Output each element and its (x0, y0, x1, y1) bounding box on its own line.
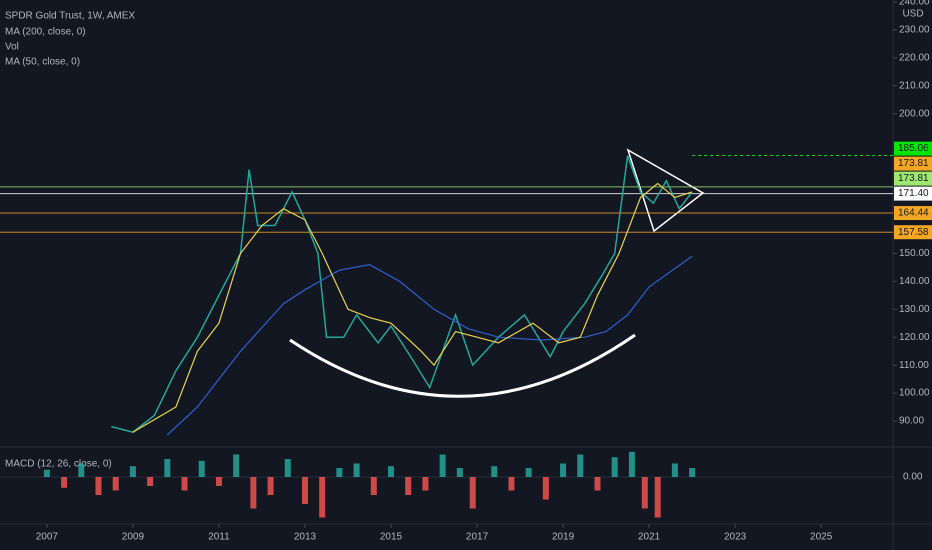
macd-bar (61, 477, 68, 488)
macd-bar (284, 459, 291, 477)
x-tick-label: 2013 (294, 532, 317, 543)
macd-bar (129, 466, 136, 477)
macd-bar (233, 454, 240, 477)
cup-drawing (289, 333, 636, 398)
macd-bar (319, 477, 326, 518)
price-tag (894, 171, 932, 186)
macd-bar (112, 477, 119, 491)
macd-bar (388, 466, 395, 477)
triangle-drawing (626, 148, 705, 233)
macd-tick-label: 0.00 (903, 472, 923, 483)
macd-bar (689, 468, 696, 477)
y-tick-label: 110.00 (899, 360, 929, 371)
legend-ma200: MA (200, close, 0) (5, 27, 86, 38)
price-tag-label: 157.58 (898, 227, 929, 238)
price-tag (894, 156, 932, 171)
y-tick-label: 230.00 (899, 25, 930, 36)
macd-bar (577, 454, 584, 477)
price-tag-label: 185.06 (898, 143, 929, 154)
macd-bar (78, 463, 85, 477)
macd-bar (594, 477, 601, 491)
price-line (111, 155, 693, 434)
macd-bar (671, 463, 678, 477)
x-tick-label: 2023 (724, 532, 747, 543)
x-tick-label: 2021 (638, 532, 661, 543)
y-tick-label: 130.00 (899, 304, 930, 315)
currency-label: USD (902, 9, 923, 20)
macd-bar (491, 466, 498, 477)
macd-bar (43, 469, 50, 477)
macd-bar (250, 477, 257, 509)
price-tag (894, 225, 932, 240)
price-tag (894, 141, 932, 156)
price-tag (894, 186, 932, 201)
macd-bar (469, 477, 476, 509)
macd-bar (301, 477, 308, 504)
ma-line (132, 182, 693, 433)
macd-bar (422, 477, 429, 491)
legend-vol: Vol (5, 42, 19, 53)
y-tick-label: 200.00 (899, 108, 930, 119)
y-tick-label: 140.00 (899, 276, 930, 287)
price-tag-label: 173.81 (898, 158, 929, 169)
price-tag-label: 171.40 (898, 188, 929, 199)
macd-label: MACD (12, 26, close, 0) (5, 459, 112, 470)
macd-bar (641, 477, 648, 509)
x-tick-label: 2015 (380, 532, 403, 543)
y-tick-label: 210.00 (899, 80, 930, 91)
legend-title: SPDR Gold Trust, 1W, AMEX (5, 11, 135, 22)
y-tick-label: 150.00 (899, 248, 930, 259)
y-tick-label: 120.00 (899, 332, 930, 343)
macd-bar (267, 477, 274, 495)
macd-bar (198, 460, 205, 477)
macd-bar (542, 477, 549, 500)
x-tick-label: 2019 (552, 532, 575, 543)
macd-bar (654, 477, 661, 518)
macd-bar (147, 477, 154, 486)
y-tick-label: 220.00 (899, 52, 930, 63)
price-tag (894, 206, 932, 221)
macd-bar (336, 468, 343, 477)
price-tag-label: 173.81 (898, 173, 929, 184)
macd-bar (164, 459, 171, 477)
x-tick-label: 2011 (208, 532, 230, 543)
y-tick-label: 90.00 (899, 416, 924, 427)
macd-bar (215, 477, 222, 486)
x-tick-label: 2025 (810, 532, 833, 543)
macd-bar (560, 463, 567, 477)
macd-bar (525, 468, 532, 477)
macd-bar (456, 468, 463, 477)
x-tick-label: 2017 (466, 532, 489, 543)
ma-line (166, 255, 693, 436)
y-tick-label: 100.00 (899, 388, 930, 399)
macd-bar (611, 457, 618, 477)
macd-bar (95, 477, 102, 495)
price-tag-label: 164.44 (898, 208, 929, 219)
macd-bar (439, 454, 446, 477)
macd-bar (181, 477, 188, 491)
y-tick-label: 240.00 (899, 0, 930, 8)
macd-bar (628, 451, 635, 477)
macd-bar (353, 463, 360, 477)
macd-bar (405, 477, 412, 495)
macd-bar (508, 477, 515, 491)
legend-ma50: MA (50, close, 0) (5, 57, 80, 68)
macd-bar (370, 477, 377, 495)
x-tick-label: 2007 (36, 532, 59, 543)
x-tick-label: 2009 (122, 532, 145, 543)
